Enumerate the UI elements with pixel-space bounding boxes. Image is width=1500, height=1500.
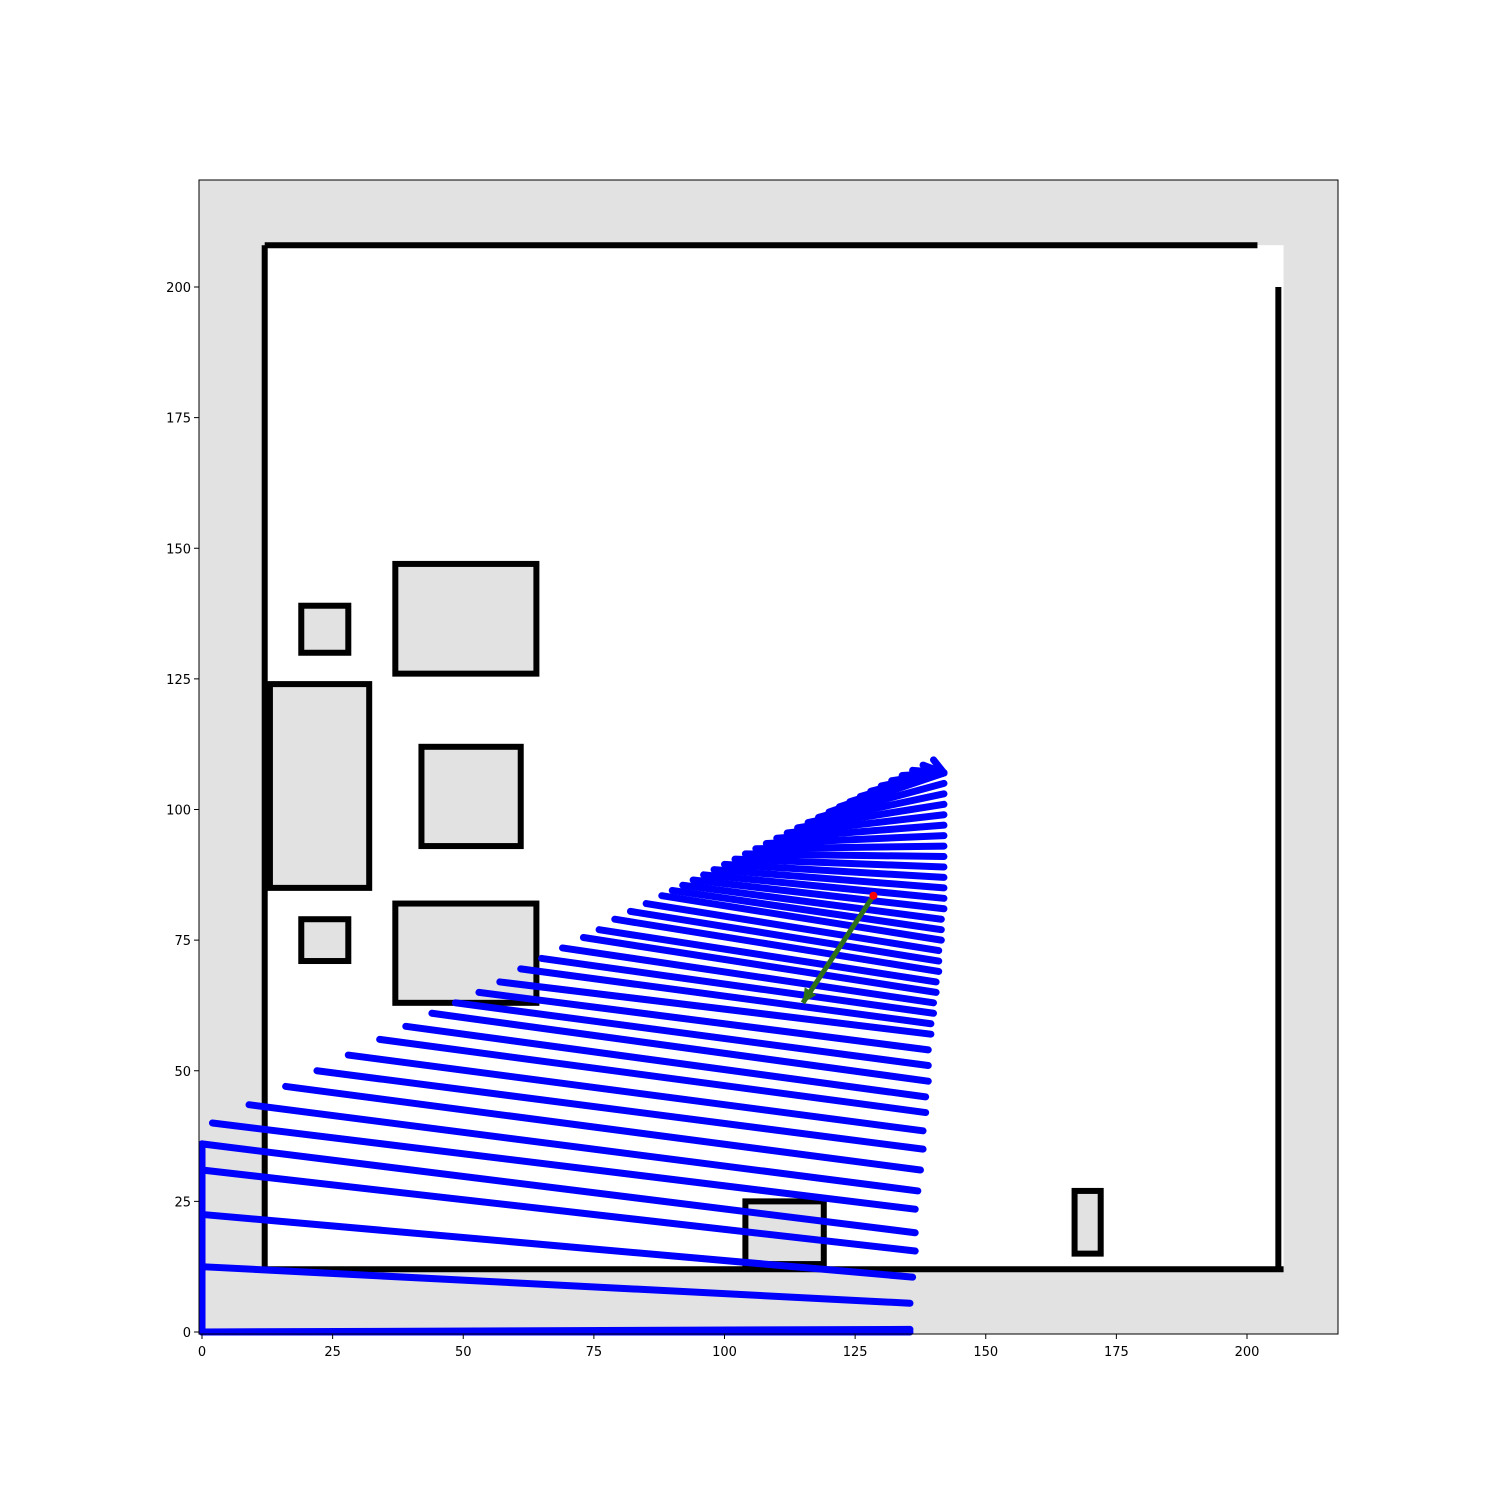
ray (595, 926, 940, 986)
x-tick-label: 0 (198, 1345, 206, 1360)
ray (658, 892, 945, 944)
ray (689, 876, 948, 913)
ray (741, 850, 948, 861)
y-tick-label: 75 (174, 934, 191, 949)
heading-arrowhead (802, 987, 817, 1003)
obstacle (1071, 1187, 1104, 1257)
ray (783, 811, 948, 837)
ray (198, 1263, 914, 1307)
x-axis-ticks: 0 25 50 75 100 125 150 175 200 (198, 1334, 1260, 1360)
ray (611, 915, 943, 975)
obstacle (392, 900, 540, 1006)
ray (538, 954, 937, 1017)
ray (245, 1101, 922, 1195)
ray (475, 988, 932, 1054)
x-tick-label: 150 (973, 1345, 998, 1360)
ray (626, 907, 943, 965)
x-tick-label: 100 (712, 1345, 737, 1360)
ray (517, 965, 935, 1028)
ray (710, 866, 948, 892)
ray (344, 1051, 927, 1135)
ray (208, 1119, 919, 1213)
y-tick-label: 150 (166, 542, 191, 557)
x-tick-label: 75 (586, 1345, 603, 1360)
ray (579, 934, 940, 996)
y-axis-ticks: 0 25 50 75 100 125 150 175 200 (166, 281, 199, 1341)
ray (700, 871, 948, 902)
robot-position (869, 891, 878, 900)
x-tick-label: 175 (1104, 1345, 1129, 1360)
x-tick-label: 50 (455, 1345, 472, 1360)
ray (731, 855, 948, 871)
ray (794, 800, 948, 832)
ray (376, 1035, 930, 1117)
y-tick-label: 125 (166, 673, 191, 688)
heading-arrow (800, 894, 876, 1005)
ray-fan (198, 756, 948, 1336)
ray (198, 1210, 917, 1281)
axes-frame (198, 179, 1339, 1335)
x-tick-label: 25 (324, 1345, 341, 1360)
map-layer (199, 180, 1338, 1334)
ray (930, 756, 948, 777)
ray (198, 1166, 919, 1255)
ray (451, 999, 932, 1070)
x-tick-label: 200 (1235, 1345, 1260, 1360)
ray (642, 900, 943, 955)
y-tick-label: 200 (166, 281, 191, 296)
ray (762, 832, 948, 847)
ray (496, 978, 935, 1038)
ray (752, 842, 948, 853)
obstacle (298, 916, 352, 965)
free-area (264, 245, 1284, 1270)
ray (668, 886, 945, 934)
y-tick-label: 175 (166, 412, 191, 427)
ray (773, 821, 948, 842)
ray (559, 944, 937, 1007)
obstacle (392, 560, 540, 677)
obstacle (298, 602, 352, 656)
ray (679, 881, 945, 923)
obstacle (266, 681, 373, 891)
ray (804, 790, 948, 827)
y-tick-label: 50 (174, 1065, 191, 1080)
robot-pose (800, 891, 878, 1005)
ray (721, 860, 948, 881)
y-tick-label: 100 (166, 804, 191, 819)
x-tick-label: 125 (843, 1345, 868, 1360)
ray (198, 1140, 919, 1237)
ray (402, 1022, 930, 1101)
obstacle (418, 743, 524, 850)
y-tick-label: 0 (183, 1326, 191, 1341)
y-tick-label: 25 (174, 1195, 191, 1210)
ray (282, 1082, 924, 1174)
ray (428, 1009, 932, 1085)
ray (313, 1067, 927, 1153)
